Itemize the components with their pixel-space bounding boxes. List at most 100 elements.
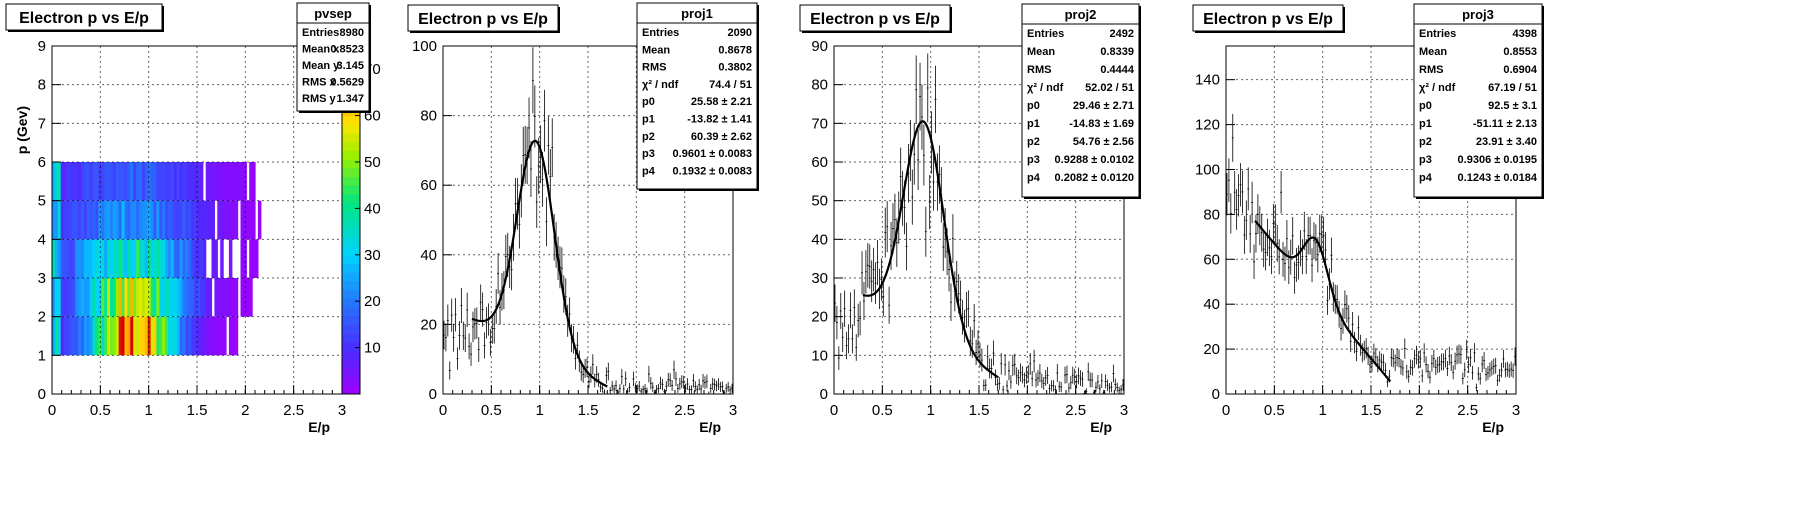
heatmap-cell [176,200,181,240]
y-tick-label: 70 [811,115,828,132]
x-axis-label: E/p [1090,419,1112,435]
stats-row-label: RMS [1419,64,1443,76]
stats-row-value: 52.02 / 51 [1085,82,1134,94]
stats-row-value: 0.9306 ± 0.0195 [1458,154,1537,166]
x-tick-label: 2.5 [674,402,695,419]
stats-row-value: 25.58 ± 2.21 [691,96,752,108]
stats-row-value: 2090 [728,27,752,39]
stats-row-label: p3 [642,148,655,160]
heatmap-cell [182,316,186,356]
color-bar-segment [342,150,360,160]
x-tick-label: 3 [729,402,737,419]
heatmap-cell [101,278,105,317]
heatmap-cell [130,239,134,278]
heatmap-cell [228,316,233,356]
y-tick-label: 3 [38,270,46,287]
stats-box [636,2,758,190]
heatmap-cell [223,278,227,317]
heatmap-cell [101,239,105,278]
x-tick-label: 1 [1318,402,1326,419]
y-tick-label: 20 [811,309,828,326]
x-tick-label: 0.5 [872,402,893,419]
y-tick-label: 50 [811,193,828,210]
stats-row-label: Mean [642,44,670,56]
x-tick-label: 1.5 [578,402,599,419]
x-tick-label: 0.5 [481,402,502,419]
heatmap-cell [234,278,239,317]
stats-row-label: Entries [642,27,679,39]
heatmap-cell [194,200,198,240]
x-tick-label: 1.5 [969,402,990,419]
heatmap-cell [115,239,120,278]
color-bar-segment [342,324,360,334]
heatmap-cell [57,316,62,356]
heatmap-cell [185,239,189,278]
color-bar-segment [342,141,360,151]
heatmap-cell [176,239,181,278]
heatmap-cell [101,162,105,201]
heatmap-cell [75,278,79,317]
heatmap-cell [89,162,94,201]
heatmap-cell [66,278,70,317]
heatmap-cell [63,278,68,317]
stats-row-value: 0.3802 [718,62,752,74]
heatmap-cell [159,162,163,201]
heatmap-cell [52,200,56,240]
heatmap-cell [197,162,201,201]
color-bar-segment [342,333,360,343]
heatmap-cell [168,278,172,317]
heatmap-cell [202,239,207,278]
stats-row-label: p1 [1419,118,1432,130]
heatmap-cell [141,239,146,278]
heatmap-cell [153,278,157,317]
color-bar-segment [342,359,360,369]
stats-row-label: χ² / ndf [642,79,679,91]
heatmap-cell [133,239,137,278]
heatmap-cell [199,162,204,201]
chart-title: Electron p vs E/p [1203,11,1333,28]
color-bar-segment [342,237,360,247]
heatmap-cell [86,239,91,278]
heatmap-cell [170,200,175,240]
heatmap-cell [54,278,59,317]
stats-row-label: p4 [1027,172,1041,184]
stats-row-value: 60.39 ± 2.62 [691,131,752,143]
heatmap-cell [83,316,88,356]
heatmap-cell [95,316,99,356]
stats-row-value: 0.8678 [718,44,752,56]
stats-row-label: Entries [1027,28,1064,40]
heatmap-cell [118,200,123,240]
stats-row-value: 8980 [340,27,364,39]
stats-row-value: 4398 [1513,28,1537,40]
heatmap-cell [185,316,189,356]
heatmap-cell [182,162,186,201]
heatmap-cell [162,239,166,278]
heatmap-cell [165,239,169,278]
stats-row-label: p2 [1027,136,1040,148]
color-bar-segment [342,211,360,221]
heatmap-cell [124,278,128,317]
x-tick-label: 2.5 [1457,402,1478,419]
stats-row-label: Entries [302,27,339,39]
heatmap-cell [86,162,91,201]
heatmap-cell [162,316,166,356]
heatmap-cell [66,239,70,278]
stats-name: proj1 [681,6,713,21]
heatmap-cell [112,316,117,356]
heatmap-cell [110,162,114,201]
heatmap-cell [69,316,73,356]
heatmap-cell [83,278,88,317]
heatmap-cell [89,278,94,317]
heatmap-cell [194,316,198,356]
heatmap-cell [185,200,189,240]
heatmap-cell [199,200,204,240]
heatmap-cell [220,162,224,201]
heatmap-cell [252,239,256,278]
y-tick-label: 6 [38,154,46,171]
heatmap-cell [162,162,166,201]
heatmap-cell [217,316,221,356]
color-bar-segment [342,315,360,325]
heatmap-cell [199,316,204,356]
heatmap-cell [57,200,62,240]
heatmap-cell [228,200,233,240]
